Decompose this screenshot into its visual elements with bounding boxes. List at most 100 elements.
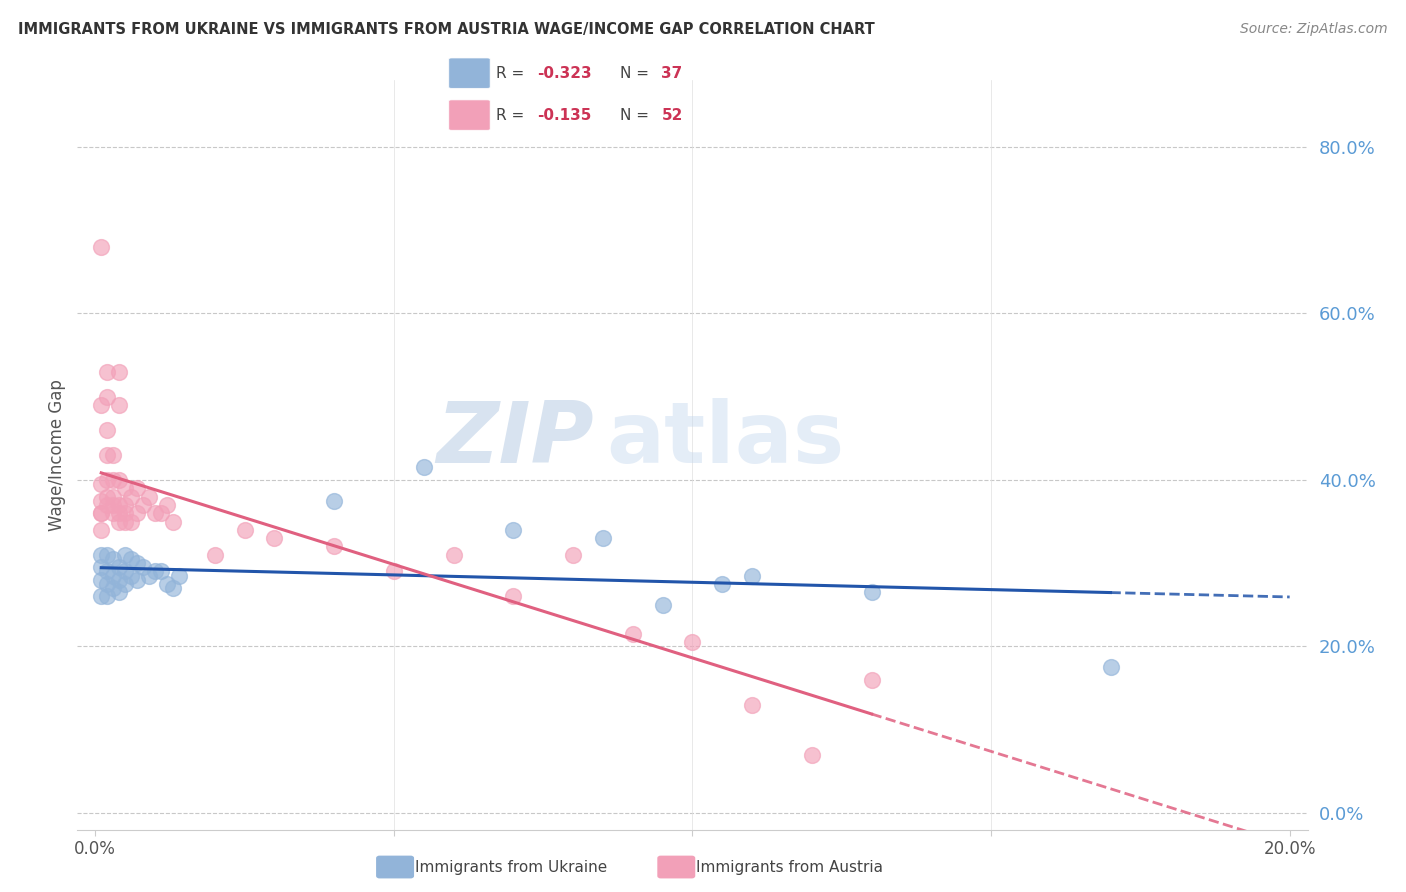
Point bbox=[96, 448, 118, 462]
Point bbox=[143, 506, 166, 520]
Point bbox=[741, 568, 763, 582]
Point bbox=[323, 493, 346, 508]
Point bbox=[101, 498, 124, 512]
Text: IMMIGRANTS FROM UKRAINE VS IMMIGRANTS FROM AUSTRIA WAGE/INCOME GAP CORRELATION C: IMMIGRANTS FROM UKRAINE VS IMMIGRANTS FR… bbox=[18, 22, 875, 37]
Point bbox=[101, 552, 124, 566]
Point bbox=[90, 560, 112, 574]
Point bbox=[162, 581, 184, 595]
Text: atlas: atlas bbox=[606, 399, 845, 482]
Point bbox=[132, 560, 155, 574]
Point bbox=[90, 493, 112, 508]
Point bbox=[90, 398, 112, 412]
Point bbox=[800, 747, 823, 762]
Point bbox=[90, 240, 112, 254]
Point bbox=[592, 531, 614, 545]
Text: 37: 37 bbox=[661, 66, 683, 80]
Text: N =: N = bbox=[620, 108, 654, 122]
Point bbox=[143, 565, 166, 579]
Point bbox=[114, 506, 136, 520]
Point bbox=[96, 548, 118, 562]
Point bbox=[323, 540, 346, 554]
Point bbox=[90, 573, 112, 587]
Point bbox=[96, 365, 118, 379]
Text: -0.135: -0.135 bbox=[537, 108, 592, 122]
Point bbox=[120, 490, 142, 504]
Point bbox=[101, 473, 124, 487]
FancyBboxPatch shape bbox=[449, 58, 491, 88]
Text: -0.323: -0.323 bbox=[537, 66, 592, 80]
Point bbox=[96, 490, 118, 504]
Point bbox=[114, 548, 136, 562]
Text: Source: ZipAtlas.com: Source: ZipAtlas.com bbox=[1240, 22, 1388, 37]
Point bbox=[101, 506, 124, 520]
Point bbox=[90, 506, 112, 520]
Point bbox=[132, 498, 155, 512]
Point bbox=[443, 548, 465, 562]
Point bbox=[108, 573, 131, 587]
Point bbox=[90, 523, 112, 537]
Y-axis label: Wage/Income Gap: Wage/Income Gap bbox=[48, 379, 66, 531]
Point bbox=[125, 556, 148, 570]
Point bbox=[156, 498, 179, 512]
Point bbox=[108, 506, 131, 520]
Point bbox=[90, 477, 112, 491]
Point bbox=[114, 515, 136, 529]
Point bbox=[114, 498, 136, 512]
Point bbox=[125, 481, 148, 495]
Point bbox=[101, 490, 124, 504]
Point bbox=[114, 481, 136, 495]
Point bbox=[233, 523, 256, 537]
Point bbox=[90, 590, 112, 604]
Point bbox=[125, 506, 148, 520]
Point bbox=[149, 506, 172, 520]
Point bbox=[562, 548, 585, 562]
Point bbox=[108, 398, 131, 412]
Point bbox=[90, 506, 112, 520]
FancyBboxPatch shape bbox=[449, 100, 491, 130]
Point bbox=[96, 577, 118, 591]
Text: ZIP: ZIP bbox=[436, 399, 595, 482]
Point bbox=[96, 590, 118, 604]
Point bbox=[138, 490, 160, 504]
Point bbox=[114, 565, 136, 579]
Point bbox=[382, 565, 405, 579]
Point bbox=[90, 548, 112, 562]
Point bbox=[114, 577, 136, 591]
Point bbox=[108, 515, 131, 529]
Point bbox=[108, 585, 131, 599]
Text: 52: 52 bbox=[661, 108, 683, 122]
Point bbox=[101, 581, 124, 595]
Text: R =: R = bbox=[496, 108, 529, 122]
Point bbox=[96, 390, 118, 404]
Point bbox=[502, 523, 524, 537]
Point bbox=[101, 568, 124, 582]
Point bbox=[860, 585, 883, 599]
Point bbox=[96, 423, 118, 437]
Point bbox=[741, 698, 763, 712]
Point bbox=[162, 515, 184, 529]
Point bbox=[120, 568, 142, 582]
Point bbox=[412, 460, 434, 475]
Point bbox=[502, 590, 524, 604]
Text: Immigrants from Ukraine: Immigrants from Ukraine bbox=[415, 860, 607, 874]
Text: R =: R = bbox=[496, 66, 529, 80]
Point bbox=[204, 548, 226, 562]
Point bbox=[120, 515, 142, 529]
Point bbox=[120, 552, 142, 566]
Point bbox=[860, 673, 883, 687]
Point bbox=[682, 635, 704, 649]
Point bbox=[1099, 660, 1122, 674]
Point bbox=[138, 568, 160, 582]
Point bbox=[96, 498, 118, 512]
Point bbox=[96, 473, 118, 487]
Point bbox=[108, 473, 131, 487]
Point bbox=[263, 531, 285, 545]
Point bbox=[101, 448, 124, 462]
Point bbox=[108, 498, 131, 512]
Point bbox=[167, 568, 190, 582]
Point bbox=[149, 565, 172, 579]
Point bbox=[125, 573, 148, 587]
Text: Immigrants from Austria: Immigrants from Austria bbox=[696, 860, 883, 874]
Point bbox=[711, 577, 734, 591]
Point bbox=[108, 365, 131, 379]
